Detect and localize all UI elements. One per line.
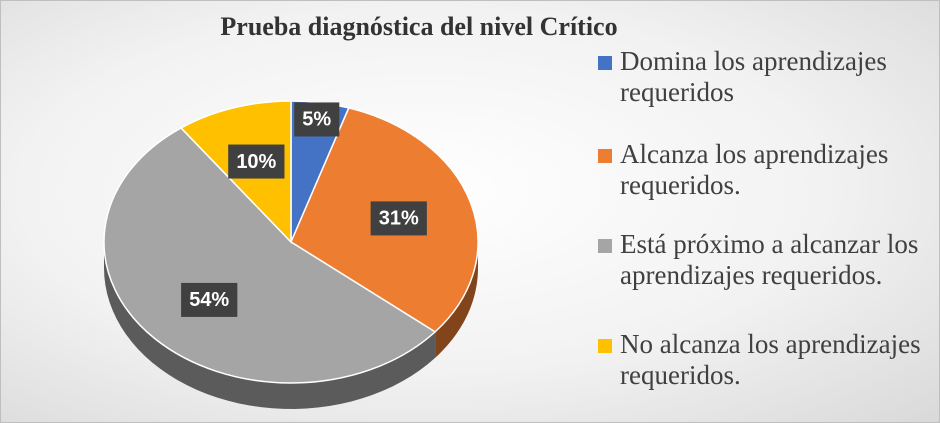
legend-label: Está próximo a alcanzar los aprendizajes…: [620, 229, 919, 290]
data-label-text: 31%: [379, 208, 419, 230]
data-label: 31%: [370, 201, 427, 236]
data-label: 5%: [294, 102, 340, 137]
data-label-box: [228, 144, 285, 179]
legend-swatch: [598, 339, 612, 353]
slice-side: [104, 242, 436, 409]
chart-title: Prueba diagnóstica del nivel Crítico: [220, 12, 617, 41]
legend-label: No alcanza los aprendizajes requeridos.: [620, 329, 921, 390]
data-label-text: 5%: [302, 109, 331, 131]
legend-item: Domina los aprendizajes requeridos: [598, 46, 933, 108]
data-label-box: [370, 201, 427, 236]
data-label: 10%: [228, 144, 285, 179]
slice: [103, 126, 437, 384]
legend-item: No alcanza los aprendizajes requeridos.: [598, 329, 933, 391]
legend-label: Alcanza los aprendizajes requeridos.: [620, 139, 889, 200]
legend-swatch: [598, 56, 612, 70]
data-label-text: 10%: [236, 151, 276, 173]
slice-side: [435, 242, 478, 358]
data-label-box: [181, 282, 238, 317]
data-label: 54%: [181, 282, 238, 317]
legend-swatch: [598, 239, 612, 253]
legend-label: Domina los aprendizajes requeridos: [620, 46, 887, 107]
data-label-box: [294, 102, 340, 137]
legend-swatch: [598, 149, 612, 163]
legend-item: Está próximo a alcanzar los aprendizajes…: [598, 229, 933, 291]
data-label-text: 54%: [189, 289, 229, 311]
legend-item: Alcanza los aprendizajes requeridos.: [598, 139, 933, 201]
